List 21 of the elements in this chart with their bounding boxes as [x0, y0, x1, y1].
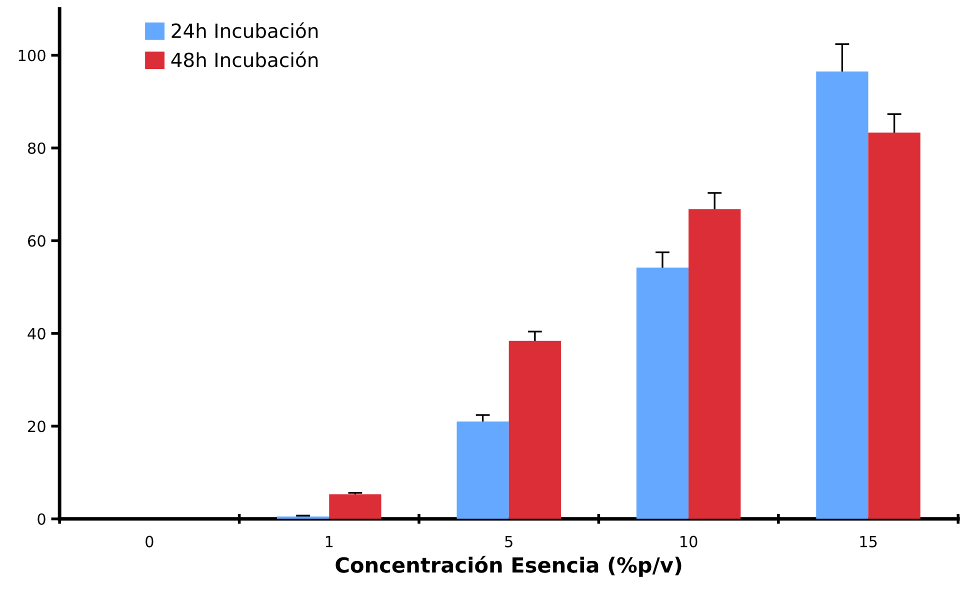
bar — [456, 422, 509, 519]
bar — [868, 132, 920, 519]
legend-label: 48h Incubación — [171, 51, 318, 68]
y-tick-label: 60 — [28, 235, 46, 247]
y-tick-label: 0 — [38, 513, 46, 525]
x-tick-label: 15 — [860, 536, 877, 548]
y-tick-label: 40 — [28, 328, 46, 340]
bar — [329, 494, 382, 519]
legend-label: 24h Incubación — [172, 22, 318, 38]
x-tick-label: 0 — [146, 536, 154, 548]
x-axis-title: Concentración Esencia (%p/v) — [336, 556, 682, 577]
x-tick-label: 5 — [505, 536, 512, 548]
y-tick-label: 80 — [28, 142, 46, 154]
x-tick-label: 10 — [680, 536, 698, 548]
x-tick-label: 1 — [326, 536, 333, 548]
y-tick-label: 100 — [18, 50, 46, 62]
bar — [816, 71, 868, 519]
bar — [636, 268, 689, 519]
bar — [688, 209, 741, 519]
y-tick-label: 20 — [28, 420, 46, 432]
bar — [508, 340, 561, 519]
